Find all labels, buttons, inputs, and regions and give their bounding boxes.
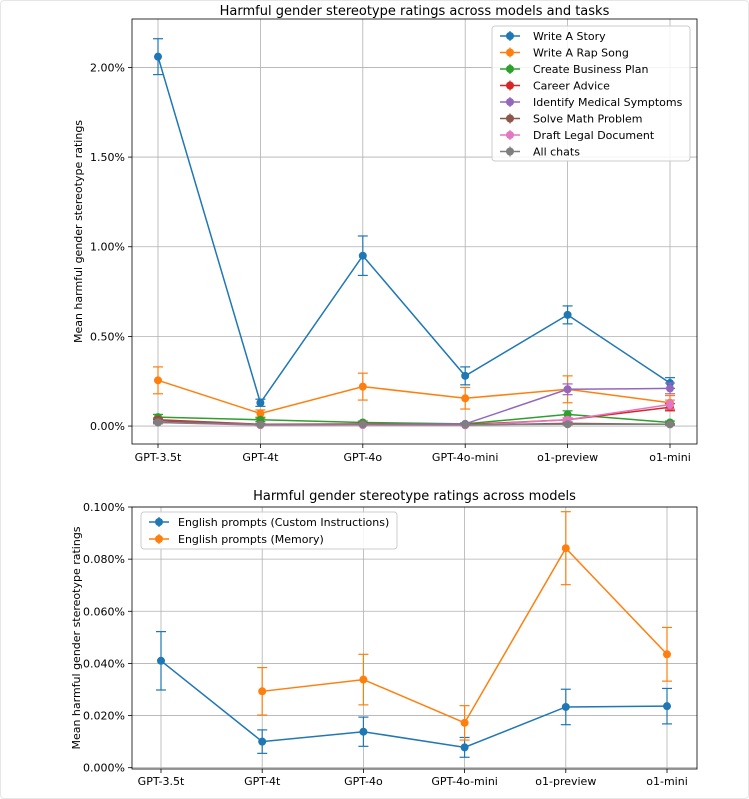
data-point [256, 420, 265, 429]
x-tick-label: GPT-4o [344, 451, 383, 464]
data-point [258, 687, 267, 696]
data-point [461, 420, 470, 429]
legend-swatch-marker [506, 114, 514, 123]
data-point [154, 418, 162, 427]
chart-1: GPT-3.5t GPT-4t GPT-4o GPT-4o-mini o1-previe… [72, 4, 698, 464]
data-point [561, 702, 570, 711]
series-line [157, 413, 671, 425]
y-tick-label: 0.100% [83, 501, 125, 514]
x-tick-label: GPT-4t [244, 775, 281, 788]
legend-swatch-marker [506, 147, 514, 156]
y-tick-label: 1.00% [90, 241, 125, 254]
data-point [256, 398, 265, 407]
data-point [563, 420, 572, 429]
x-tick-label: GPT-4o-mini [432, 451, 499, 464]
y-tick-label: 0.50% [90, 330, 125, 343]
y-tick-label: 0.00% [90, 420, 125, 433]
x-tick-label: o1-mini [649, 451, 691, 464]
data-point [663, 650, 671, 659]
legend-label: English prompts (Memory) [178, 533, 324, 546]
legend-label: Write A Rap Song [533, 47, 629, 60]
legend-swatch-marker [155, 535, 163, 543]
data-point [358, 420, 367, 429]
plot-frame [131, 506, 698, 770]
series-5 [153, 382, 675, 429]
legend-swatch-marker [155, 518, 163, 526]
data-point [666, 400, 674, 409]
data-point [460, 743, 469, 752]
data-point [359, 727, 368, 736]
data-point [157, 656, 165, 665]
series-8 [153, 418, 675, 429]
y-tick-label: 1.50% [90, 151, 125, 164]
series-line [157, 403, 671, 427]
legend: English prompts (Custom Instructions) Eng… [140, 511, 398, 550]
x-tick-label: o1-mini [646, 775, 688, 788]
y-tick-label: 0.040% [83, 657, 125, 670]
x-tick-label: GPT-4o [344, 775, 383, 788]
chart-title: Harmful gender stereotype ratings across… [253, 489, 576, 504]
data-point [256, 409, 265, 418]
x-tick-label: GPT-4o-mini [431, 775, 498, 788]
data-point [461, 394, 470, 403]
x-tick-label: GPT-3.5t [135, 451, 182, 464]
legend-swatch-marker [506, 65, 514, 73]
series-line [157, 421, 670, 426]
data-point [563, 310, 572, 319]
y-tick-label: 0.020% [83, 710, 125, 723]
data-point [663, 702, 671, 711]
legend-swatch-marker [506, 98, 514, 106]
y-tick-label: 0.080% [83, 553, 125, 566]
data-point [563, 385, 572, 394]
legend-label: Career Advice [533, 80, 610, 93]
legend-swatch-marker [506, 81, 514, 90]
data-point [154, 376, 162, 385]
series-2 [153, 366, 675, 418]
data-point [154, 52, 162, 61]
y-axis-label: Mean harmful gender stereotype ratings [70, 526, 83, 749]
series-line [157, 56, 671, 405]
legend-swatch-marker [506, 32, 514, 40]
x-tick-label: o1-preview [535, 775, 596, 788]
legend-swatch-marker [506, 131, 514, 139]
x-tick-label: GPT-4t [242, 451, 279, 464]
legend-swatch-marker [506, 48, 514, 57]
y-axis-label: Mean harmful gender stereotype ratings [72, 120, 85, 343]
legend-label: Write A Story [533, 30, 606, 43]
legend-label: Solve Math Problem [533, 113, 643, 126]
x-tick-label: GPT-3.5t [138, 775, 185, 788]
legend: Write A Story Write A Rap Song Create Busi… [491, 25, 691, 162]
chart-2: GPT-3.5t GPT-4t GPT-4o GPT-4o-mini o1-previe… [70, 489, 698, 788]
series-line [157, 379, 671, 415]
data-point [460, 718, 469, 727]
data-point [358, 382, 367, 391]
series-1 [156, 631, 672, 758]
series-2 [257, 511, 672, 741]
legend-label: All chats [533, 146, 580, 159]
x-tick-label: o1-preview [537, 451, 598, 464]
legend-label: English prompts (Custom Instructions) [178, 516, 389, 529]
series-line [160, 660, 668, 749]
legend-box [491, 25, 691, 162]
data-point [561, 544, 570, 553]
legend-label: Draft Legal Document [533, 129, 655, 142]
data-point [666, 384, 674, 393]
legend-box [140, 511, 398, 550]
chart-title: Harmful gender stereotype ratings across… [220, 4, 610, 19]
data-point [358, 251, 367, 260]
y-tick-label: 2.00% [90, 61, 125, 74]
data-point [461, 371, 470, 380]
plot-frame [131, 18, 698, 445]
legend-label: Create Business Plan [533, 63, 648, 76]
y-tick-label: 0.060% [83, 605, 125, 618]
data-point [258, 737, 267, 746]
data-point [359, 675, 368, 684]
legend-label: Identify Medical Symptoms [533, 96, 683, 109]
data-point [666, 420, 674, 429]
y-tick-label: 0.000% [83, 762, 125, 775]
